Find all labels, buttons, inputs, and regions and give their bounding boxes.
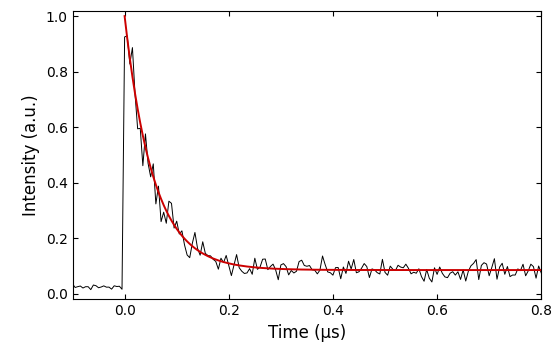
Y-axis label: Intensity (a.u.): Intensity (a.u.) (22, 94, 40, 216)
X-axis label: Time (μs): Time (μs) (268, 323, 346, 342)
